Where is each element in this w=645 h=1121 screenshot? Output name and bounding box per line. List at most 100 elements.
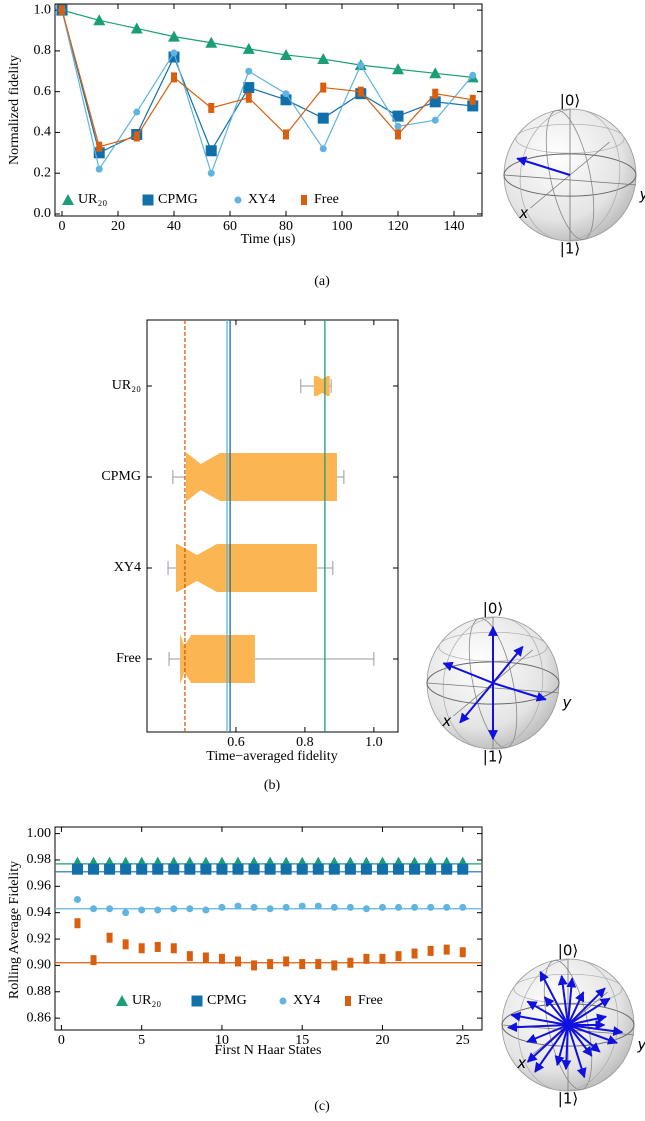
marker-square (393, 863, 405, 875)
box (313, 376, 330, 396)
marker-bar (186, 951, 193, 962)
marker-triangle (168, 30, 180, 42)
x-axis-label: Time−averaged fidelity (206, 749, 337, 764)
bloch-label: |1⟩ (560, 240, 580, 258)
marker-triangle (280, 48, 292, 60)
x-tick-label: 0 (58, 1033, 65, 1048)
marker-bar (363, 953, 370, 964)
marker-circle (469, 71, 477, 79)
marker-circle (207, 169, 215, 177)
marker-triangle (317, 53, 330, 65)
marker-bar (331, 960, 338, 971)
x-tick-label: 0 (59, 219, 66, 234)
x-tick-label: 20 (375, 1033, 389, 1048)
marker-circle (319, 145, 327, 153)
marker-circle (266, 905, 274, 913)
marker-square (457, 863, 469, 875)
marker-bar (283, 956, 290, 967)
marker-circle (427, 903, 435, 911)
marker-square (425, 863, 437, 875)
bloch-vector (459, 682, 494, 724)
marker-square (200, 863, 212, 875)
marker-square (216, 863, 228, 875)
fit-line (61, 9, 474, 176)
marker-square (409, 863, 421, 875)
x-axis-label: Time (μs) (241, 232, 296, 247)
y-tick-label: 0.86 (27, 1010, 52, 1025)
marker-bar (299, 959, 306, 970)
marker-square (312, 863, 324, 875)
marker-bar (320, 82, 327, 93)
bloch-vector (543, 996, 569, 1026)
marker-circle (170, 905, 178, 913)
bloch-vector (526, 1024, 569, 1063)
panel-label: (c) (314, 1099, 330, 1114)
bloch-meridian (468, 617, 518, 749)
marker-triangle (130, 22, 143, 34)
marker-circle (282, 90, 290, 98)
bloch-vector (492, 682, 547, 702)
marker-triangle (242, 42, 255, 54)
bloch-meridian (519, 108, 621, 242)
bloch-vector (557, 974, 569, 1026)
marker-square (264, 863, 276, 875)
box (175, 544, 317, 592)
marker-square (317, 112, 329, 124)
marker-square (191, 995, 203, 1007)
marker-square (205, 145, 217, 157)
bloch-axis (503, 174, 637, 186)
marker-circle (122, 909, 130, 917)
x-tick-label: 25 (456, 1033, 470, 1048)
marker-circle (138, 906, 146, 914)
y-category-label: CPMG (101, 469, 141, 484)
marker-bar (395, 951, 402, 962)
marker-square (296, 863, 308, 875)
y-tick-label: 0.2 (34, 165, 52, 180)
marker-bar (122, 939, 129, 950)
bloch-vector (442, 661, 494, 684)
bloch-vector (567, 1024, 593, 1057)
marker-bar (106, 932, 113, 943)
marker-triangle (429, 67, 442, 79)
bloch-vector (566, 977, 577, 1026)
legend-label: UR₂₀ (78, 192, 107, 207)
y-tick-label: 0.92 (27, 931, 52, 946)
marker-bar (96, 141, 103, 152)
bloch-label: |1⟩ (483, 748, 503, 766)
x-tick-label: 80 (279, 219, 293, 234)
marker-bar (427, 945, 434, 956)
marker-square (104, 863, 116, 875)
marker-circle (133, 108, 141, 116)
box (180, 635, 255, 683)
marker-square (136, 863, 148, 875)
box (185, 453, 337, 501)
x-tick-label: 120 (388, 219, 409, 234)
bloch-vector (567, 1013, 608, 1026)
bloch-label: x (441, 712, 451, 730)
marker-square (280, 863, 292, 875)
bloch-vector (567, 1024, 624, 1037)
marker-bar (90, 955, 97, 966)
bloch-vector (567, 1024, 618, 1045)
marker-circle (245, 67, 253, 75)
marker-bar (170, 943, 177, 954)
bloch-vector (554, 1024, 569, 1067)
bloch-vector (567, 1024, 601, 1053)
bloch-label: y (639, 185, 645, 203)
marker-square (168, 863, 180, 875)
marker-circle (378, 903, 386, 911)
bloch-label: x (518, 204, 528, 222)
marker-square (328, 863, 340, 875)
y-tick-label: 0.96 (27, 879, 52, 894)
marker-square (376, 863, 388, 875)
marker-square (142, 194, 154, 206)
bloch-vector (567, 987, 606, 1026)
marker-square (344, 863, 356, 875)
marker-square (168, 51, 180, 63)
marker-bar (133, 131, 140, 142)
y-tick-label: 0.4 (34, 125, 52, 140)
marker-bar (171, 72, 177, 83)
marker-square (248, 863, 260, 875)
marker-bar (208, 102, 215, 113)
